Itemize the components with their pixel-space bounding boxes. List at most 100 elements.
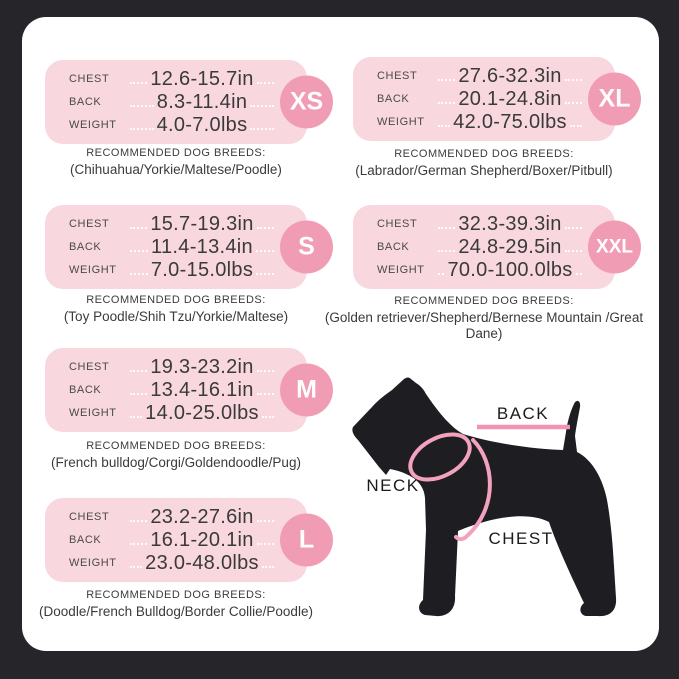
weight-value: 42.0-75.0lbs	[453, 110, 567, 133]
recommended-title: RECOMMENDED DOG BREEDS:	[86, 440, 266, 452]
weight-row: WEIGHT 7.0-15.0lbs	[69, 259, 277, 282]
dotted-leader	[130, 105, 154, 107]
dotted-leader	[130, 520, 148, 522]
back-value: 11.4-13.4in	[151, 235, 253, 258]
dotted-leader	[438, 273, 445, 275]
dotted-leader	[130, 82, 148, 84]
dotted-leader	[438, 79, 456, 81]
weight-row: WEIGHT 42.0-75.0lbs	[377, 111, 585, 134]
weight-row: WEIGHT 70.0-100.0lbs	[377, 259, 585, 282]
back-label: BACK	[377, 241, 410, 253]
dotted-leader	[130, 543, 148, 545]
size-badge-m: M	[280, 363, 333, 417]
dotted-leader	[250, 128, 274, 130]
dotted-leader	[564, 79, 583, 81]
chest-value: 23.2-27.6in	[150, 505, 254, 528]
dotted-leader	[575, 273, 582, 275]
dotted-leader	[130, 273, 148, 275]
back-value: 13.4-16.1in	[150, 378, 254, 401]
dotted-leader	[256, 393, 275, 395]
recommended-title: RECOMMENDED DOG BREEDS:	[86, 294, 266, 306]
back-label: BACK	[69, 96, 102, 108]
weight-value: 4.0-7.0lbs	[156, 113, 248, 136]
dotted-leader	[261, 416, 274, 418]
back-row: BACK 16.1-20.1in	[69, 529, 277, 552]
dotted-leader	[255, 250, 274, 252]
dotted-leader	[130, 250, 149, 252]
size-badge-xl: XL	[588, 72, 641, 126]
back-value: 8.3-11.4in	[156, 90, 248, 113]
chest-value: 27.6-32.3in	[458, 64, 562, 87]
chest-value: 19.3-23.2in	[150, 355, 254, 378]
weight-value: 7.0-15.0lbs	[150, 258, 254, 281]
back-row: BACK 11.4-13.4in	[69, 236, 277, 259]
size-badge-xxl: XXL	[588, 220, 641, 274]
breeds-list: (Labrador/German Shepherd/Boxer/Pitbull)	[355, 163, 613, 178]
breeds-list: (Toy Poodle/Shih Tzu/Yorkie/Maltese)	[63, 309, 289, 324]
dotted-leader	[569, 125, 582, 127]
back-label: BACK	[69, 534, 102, 546]
back-row: BACK 13.4-16.1in	[69, 379, 277, 402]
diagram-chest-label: CHEST	[488, 529, 554, 548]
weight-label: WEIGHT	[69, 119, 117, 131]
chest-label: CHEST	[377, 70, 418, 82]
size-card-l: CHEST 23.2-27.6in BACK 16.1-20.1in WEIGHT 2…	[45, 498, 333, 582]
dotted-leader	[438, 125, 451, 127]
size-card-xl: CHEST 27.6-32.3in BACK 20.1-24.8in WEIGHT 4…	[353, 57, 641, 141]
weight-label: WEIGHT	[377, 116, 425, 128]
dotted-leader	[130, 566, 143, 568]
chest-measure-strap	[454, 438, 492, 542]
breeds-list: (Chihuahua/Yorkie/Maltese/Poodle)	[70, 162, 282, 177]
back-value: 24.8-29.5in	[458, 235, 562, 258]
dotted-leader	[256, 273, 275, 275]
recommended-title: RECOMMENDED DOG BREEDS:	[86, 147, 266, 159]
chest-label: CHEST	[377, 218, 418, 230]
weight-row: WEIGHT 14.0-25.0lbs	[69, 402, 277, 425]
recommended-title: RECOMMENDED DOG BREEDS:	[394, 295, 574, 307]
chest-row: CHEST 15.7-19.3in	[69, 213, 277, 236]
size-card-xs: CHEST 12.6-15.7in BACK 8.3-11.4in WEIGHT 4.…	[45, 60, 333, 144]
back-label: BACK	[377, 93, 410, 105]
dotted-leader	[564, 250, 583, 252]
size-card-m: CHEST 19.3-23.2in BACK 13.4-16.1in WEIGHT 1…	[45, 348, 333, 432]
diagram-neck-label: NECK	[366, 476, 420, 495]
weight-value: 14.0-25.0lbs	[145, 401, 259, 424]
chest-row: CHEST 19.3-23.2in	[69, 356, 277, 379]
dotted-leader	[438, 102, 456, 104]
dotted-leader	[261, 566, 274, 568]
breeds-list: (French bulldog/Corgi/Goldendoodle/Pug)	[51, 455, 301, 470]
dotted-leader	[564, 227, 583, 229]
breeds-list: (Doodle/French Bulldog/Border Collie/Poo…	[39, 604, 313, 619]
back-row: BACK 8.3-11.4in	[69, 91, 277, 114]
dotted-leader	[256, 543, 275, 545]
recommended-breeds-s: RECOMMENDED DOG BREEDS: (Toy Poodle/Shih…	[16, 294, 336, 325]
weight-row: WEIGHT 23.0-48.0lbs	[69, 552, 277, 575]
dotted-leader	[130, 128, 154, 130]
weight-value: 23.0-48.0lbs	[145, 551, 259, 574]
size-badge-xs: XS	[280, 75, 333, 129]
diagram-back-label: BACK	[496, 404, 550, 423]
recommended-title: RECOMMENDED DOG BREEDS:	[86, 589, 266, 601]
chest-value: 32.3-39.3in	[458, 212, 562, 235]
dotted-leader	[256, 227, 275, 229]
weight-label: WEIGHT	[69, 557, 117, 569]
dotted-leader	[256, 520, 275, 522]
back-label: BACK	[69, 384, 102, 396]
dog-silhouette-icon	[352, 377, 617, 617]
recommended-breeds-m: RECOMMENDED DOG BREEDS: (French bulldog/…	[16, 440, 336, 471]
dotted-leader	[130, 416, 143, 418]
dotted-leader	[130, 393, 148, 395]
size-card-s: CHEST 15.7-19.3in BACK 11.4-13.4in WEIGHT 7…	[45, 205, 333, 289]
breeds-list: (Golden retriever/Shepherd/Bernese Mount…	[324, 310, 644, 342]
recommended-breeds-xs: RECOMMENDED DOG BREEDS: (Chihuahua/Yorki…	[16, 147, 336, 178]
chest-row: CHEST 23.2-27.6in	[69, 506, 277, 529]
weight-label: WEIGHT	[377, 264, 425, 276]
back-row: BACK 20.1-24.8in	[377, 88, 585, 111]
dotted-leader	[256, 82, 275, 84]
dotted-leader	[130, 370, 148, 372]
chest-row: CHEST 32.3-39.3in	[377, 213, 585, 236]
weight-row: WEIGHT 4.0-7.0lbs	[69, 114, 277, 137]
chest-row: CHEST 12.6-15.7in	[69, 68, 277, 91]
neck-measure-loop	[408, 432, 472, 482]
